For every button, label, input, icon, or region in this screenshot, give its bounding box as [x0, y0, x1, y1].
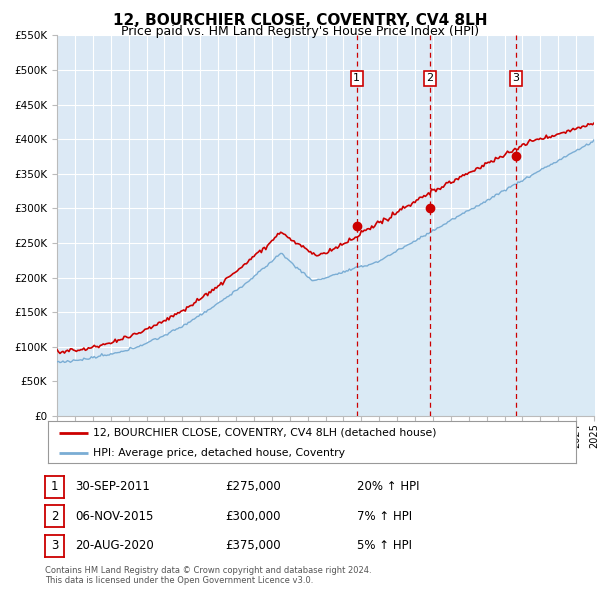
Text: 12, BOURCHIER CLOSE, COVENTRY, CV4 8LH (detached house): 12, BOURCHIER CLOSE, COVENTRY, CV4 8LH (… — [93, 428, 436, 438]
Text: 5% ↑ HPI: 5% ↑ HPI — [357, 539, 412, 552]
Text: 20% ↑ HPI: 20% ↑ HPI — [357, 480, 419, 493]
Text: 1: 1 — [51, 480, 58, 493]
Text: £375,000: £375,000 — [225, 539, 281, 552]
Text: 3: 3 — [512, 73, 520, 83]
Text: 2: 2 — [51, 510, 58, 523]
Text: Price paid vs. HM Land Registry's House Price Index (HPI): Price paid vs. HM Land Registry's House … — [121, 25, 479, 38]
Text: Contains HM Land Registry data © Crown copyright and database right 2024.
This d: Contains HM Land Registry data © Crown c… — [45, 566, 371, 585]
Text: 06-NOV-2015: 06-NOV-2015 — [75, 510, 154, 523]
Text: 30-SEP-2011: 30-SEP-2011 — [75, 480, 150, 493]
Text: 2: 2 — [427, 73, 434, 83]
Text: £275,000: £275,000 — [225, 480, 281, 493]
Text: 1: 1 — [353, 73, 361, 83]
Text: 3: 3 — [51, 539, 58, 552]
Text: 20-AUG-2020: 20-AUG-2020 — [75, 539, 154, 552]
Text: 7% ↑ HPI: 7% ↑ HPI — [357, 510, 412, 523]
Text: HPI: Average price, detached house, Coventry: HPI: Average price, detached house, Cove… — [93, 448, 345, 457]
Text: £300,000: £300,000 — [225, 510, 281, 523]
Text: 12, BOURCHIER CLOSE, COVENTRY, CV4 8LH: 12, BOURCHIER CLOSE, COVENTRY, CV4 8LH — [113, 13, 487, 28]
